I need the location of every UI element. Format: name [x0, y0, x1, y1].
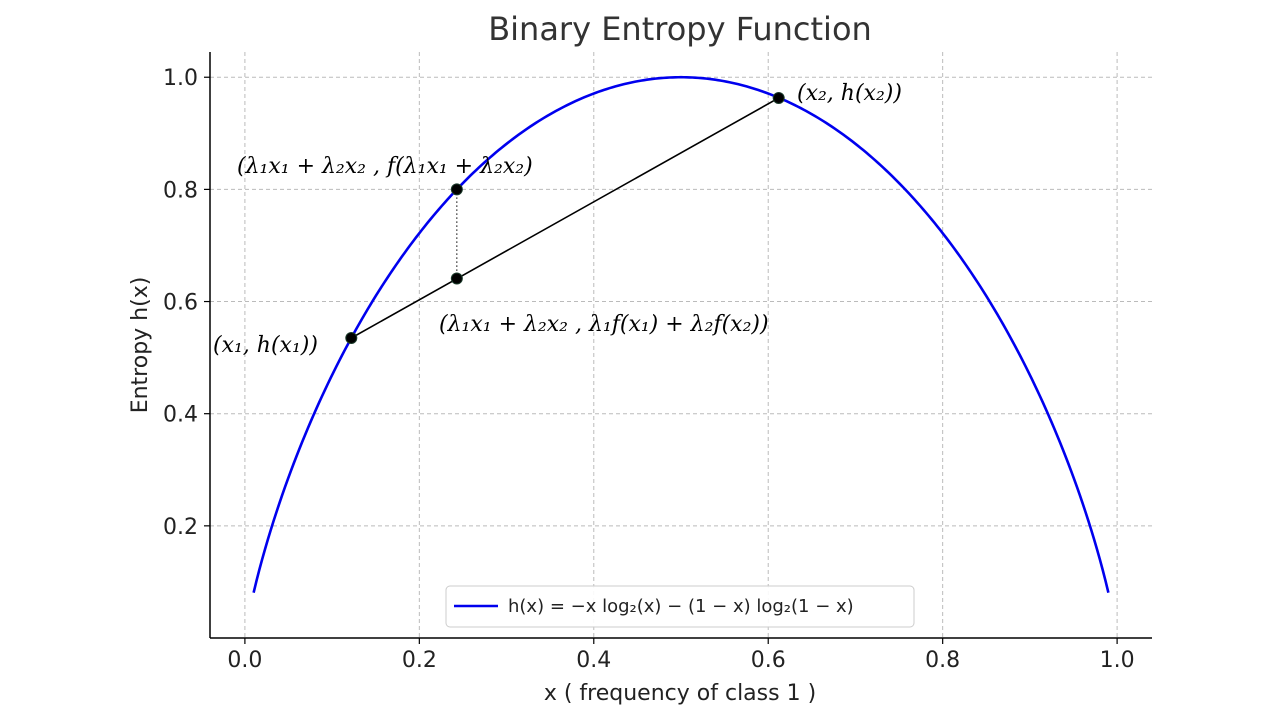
- grid: [210, 52, 1152, 638]
- point-label-convex-combo-chord: (λ₁x₁ + λ₂x₂ , λ₁f(x₁) + λ₂f(x₂)): [439, 312, 769, 337]
- x-tick-label: 0.6: [751, 648, 786, 673]
- x-tick-label: 0.0: [227, 648, 262, 673]
- legend-box: [445, 585, 915, 628]
- y-tick-label: 0.8: [163, 178, 198, 203]
- y-axis-label: Entropy h(x): [128, 277, 153, 414]
- y-tick-label: 1.0: [163, 66, 198, 91]
- y-tick-label: 0.4: [163, 403, 198, 428]
- point-pf: [450, 183, 463, 196]
- chord-line: [350, 97, 780, 339]
- x-axis-label: x ( frequency of class 1 ): [544, 681, 816, 706]
- point-label-x2: (x₂, h(x₂)): [797, 81, 902, 106]
- point-p1: [345, 331, 358, 344]
- axes: [209, 52, 1152, 639]
- x-tick-label: 0.8: [925, 648, 960, 673]
- point-pc: [450, 272, 463, 285]
- point-label-x1: (x₁, h(x₁)): [213, 333, 318, 358]
- y-tick-label: 0.2: [163, 515, 198, 540]
- point-p2: [772, 91, 785, 104]
- entropy-curve: [252, 75, 1110, 593]
- chart-title: Binary Entropy Function: [488, 10, 872, 48]
- x-ticks: 0.0 0.2 0.4 0.6 0.8 1.0: [227, 638, 1135, 673]
- points: [345, 91, 785, 344]
- point-label-convex-combo-f: (λ₁x₁ + λ₂x₂ , f(λ₁x₁ + λ₂x₂): [237, 154, 533, 179]
- y-ticks: 0.2 0.4 0.6 0.8 1.0: [163, 66, 210, 540]
- x-tick-label: 0.4: [576, 648, 611, 673]
- x-tick-label: 1.0: [1100, 648, 1135, 673]
- legend: h(x) = −x log₂(x) − (1 − x) log₂(1 − x): [445, 585, 915, 628]
- x-tick-label: 0.2: [402, 648, 437, 673]
- legend-label: h(x) = −x log₂(x) − (1 − x) log₂(1 − x): [508, 596, 854, 617]
- y-tick-label: 0.6: [163, 291, 198, 316]
- plot-area: [252, 75, 1110, 593]
